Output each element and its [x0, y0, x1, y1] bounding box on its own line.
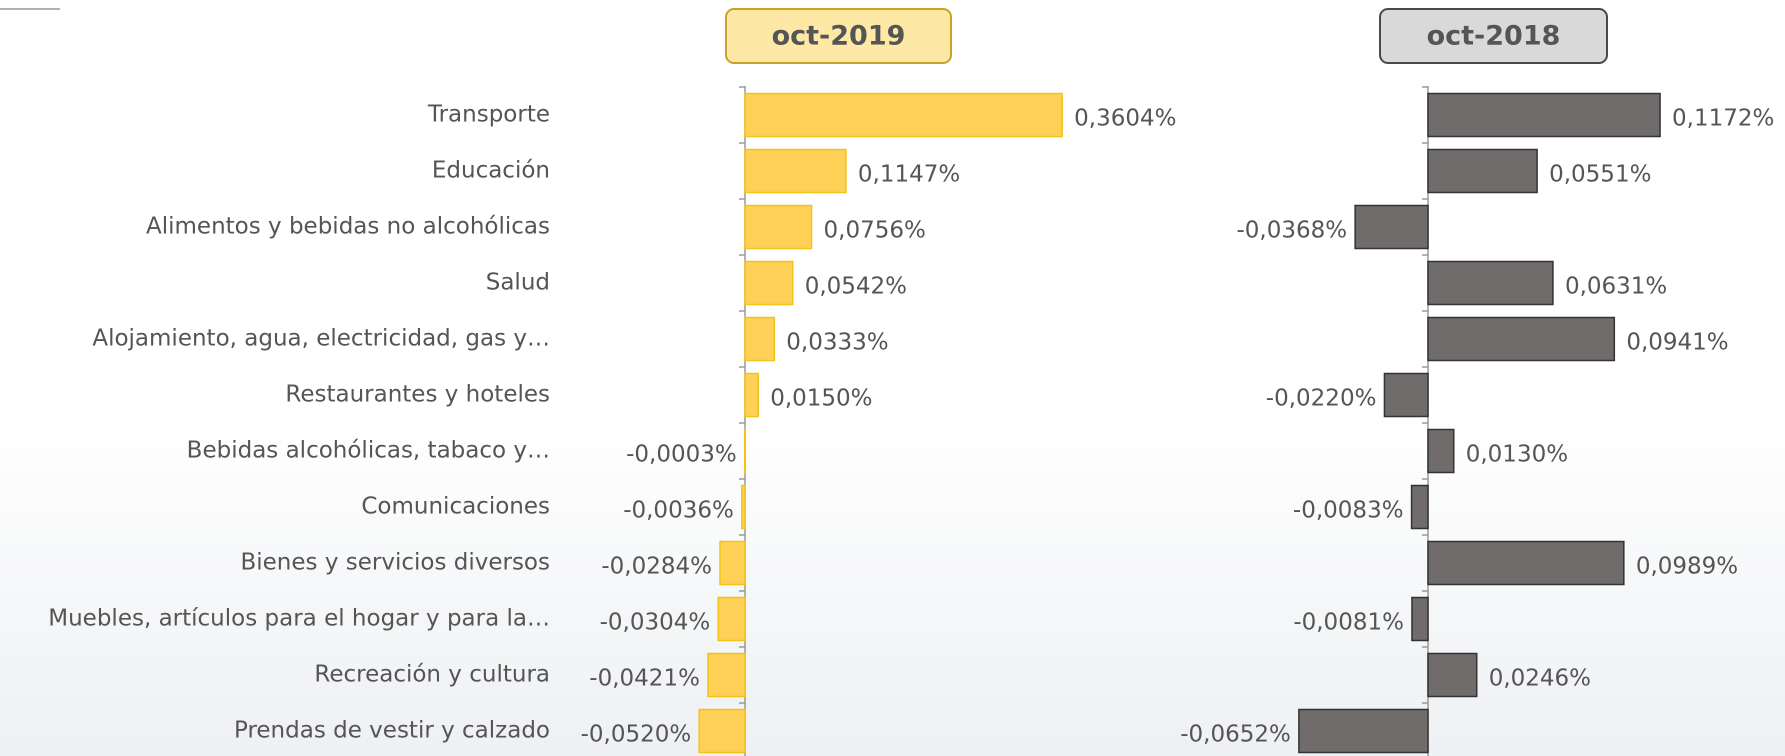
value-label: 0,0150% [770, 386, 872, 412]
bar [1427, 148, 1538, 194]
value-label: -0,0304% [600, 610, 711, 636]
bar [744, 260, 794, 306]
category-label: Educación [432, 158, 550, 184]
value-label: 0,1147% [858, 162, 960, 188]
bar [1298, 708, 1429, 754]
bar [1427, 428, 1455, 474]
category-label: Comunicaciones [361, 494, 550, 520]
bar [744, 316, 776, 362]
value-label: -0,0368% [1236, 218, 1347, 244]
bar [698, 708, 746, 754]
value-label: 0,0130% [1466, 442, 1568, 468]
category-label: Bienes y servicios diversos [240, 550, 550, 576]
category-label: Recreación y cultura [314, 662, 550, 688]
value-label: -0,0081% [1293, 610, 1404, 636]
value-label: -0,0036% [623, 498, 734, 524]
bar [1427, 540, 1625, 586]
value-label: -0,0003% [626, 442, 737, 468]
value-label: 0,0989% [1636, 554, 1738, 580]
value-label: -0,0652% [1180, 722, 1291, 748]
value-label: -0,0220% [1266, 386, 1377, 412]
category-label: Bebidas alcohólicas, tabaco y… [187, 438, 550, 464]
category-label: Alojamiento, agua, electricidad, gas y… [92, 326, 550, 352]
bar [1354, 204, 1429, 250]
category-label: Restaurantes y hoteles [285, 382, 550, 408]
bar [717, 596, 746, 642]
bar [744, 148, 847, 194]
value-label: -0,0083% [1293, 498, 1404, 524]
panel-header [1379, 8, 1608, 64]
category-label: Alimentos y bebidas no alcohólicas [146, 214, 550, 240]
bar [719, 540, 746, 586]
series-name: oct-2019 [772, 21, 906, 52]
bar [1427, 92, 1661, 138]
value-label: 0,0756% [824, 218, 926, 244]
value-label: 0,3604% [1074, 106, 1176, 132]
series-name: oct-2018 [1427, 21, 1561, 52]
category-label: Prendas de vestir y calzado [234, 718, 550, 744]
category-label: Muebles, artículos para el hogar y para … [48, 606, 550, 632]
value-label: 0,1172% [1672, 106, 1774, 132]
value-label: 0,0941% [1626, 330, 1728, 356]
bar [744, 204, 813, 250]
bar [1427, 652, 1478, 698]
bar [1427, 316, 1616, 362]
bar [1410, 484, 1429, 530]
value-label: -0,0520% [581, 722, 692, 748]
bar [1383, 372, 1429, 418]
bar [1427, 260, 1554, 306]
bar [741, 484, 746, 530]
value-label: 0,0631% [1565, 274, 1667, 300]
category-label: Salud [486, 270, 550, 296]
bar [1411, 596, 1429, 642]
value-label: -0,0284% [601, 554, 712, 580]
value-label: 0,0542% [805, 274, 907, 300]
value-label: 0,0333% [786, 330, 888, 356]
value-label: 0,0551% [1549, 162, 1651, 188]
value-label: -0,0421% [589, 666, 700, 692]
bar [744, 92, 1063, 138]
bar [707, 652, 746, 698]
panel-header [725, 8, 952, 64]
bar [744, 372, 759, 418]
category-label: Transporte [427, 102, 550, 128]
value-label: 0,0246% [1489, 666, 1591, 692]
